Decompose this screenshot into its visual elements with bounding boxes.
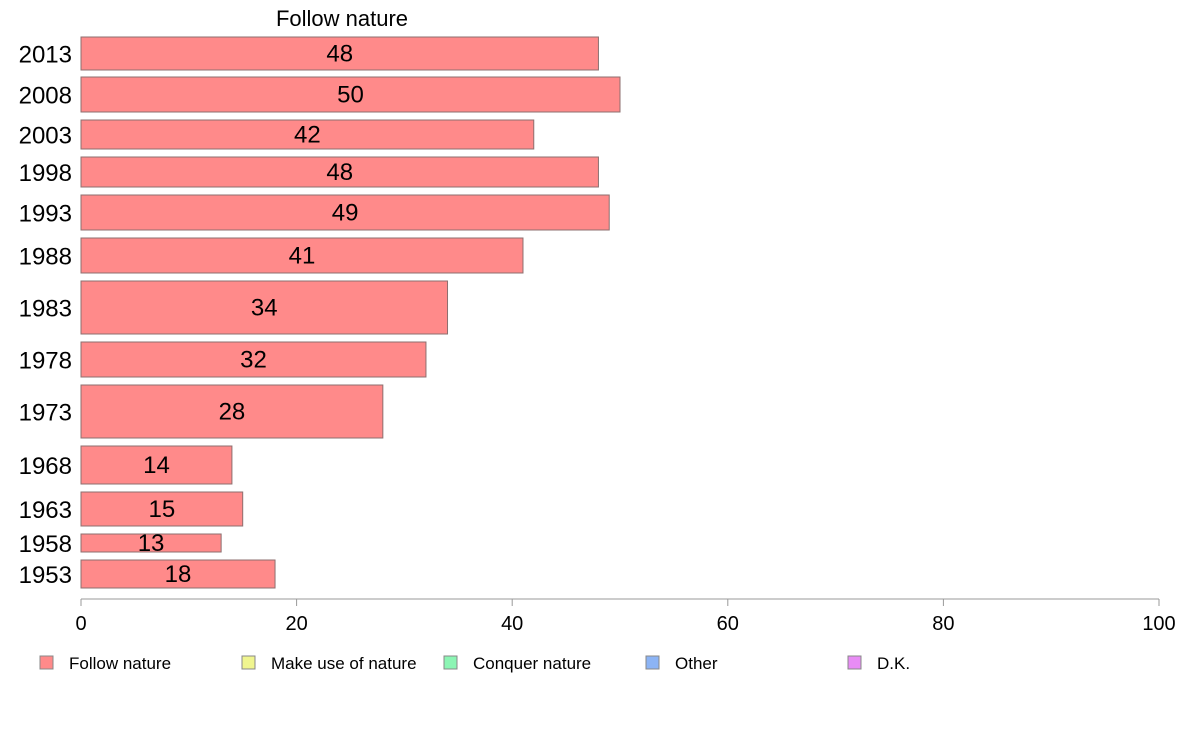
- category-label-1978: 1978: [19, 348, 72, 375]
- x-tick-label: 100: [1142, 613, 1175, 635]
- category-label-1953: 1953: [19, 562, 72, 589]
- bar-value-label-1993: 49: [332, 200, 359, 227]
- bar-1983: [80, 280, 449, 335]
- category-label-2003: 2003: [19, 123, 72, 150]
- x-tick-label: 60: [717, 613, 739, 635]
- bar-value-label-1973: 28: [219, 399, 246, 426]
- bar-1988: [80, 237, 524, 274]
- bar-value-label-1953: 18: [165, 561, 192, 588]
- category-label-1968: 1968: [19, 453, 72, 480]
- legend-swatch: [847, 655, 862, 670]
- bar-1978: [80, 341, 427, 378]
- bar-value-label-1998: 48: [326, 159, 353, 186]
- bars-layer: 48 2013 50 2008 42 2003 48 1998 49 1993 41 1988 34 19…: [19, 36, 621, 589]
- legend: Follow nature Make use of nature Conquer n…: [39, 654, 910, 673]
- bar-value-label-1983: 34: [251, 295, 278, 322]
- bar-1963: [80, 491, 244, 527]
- x-tick-label: 0: [75, 613, 86, 635]
- category-label-1988: 1988: [19, 244, 72, 271]
- x-tick-label: 80: [932, 613, 954, 635]
- legend-swatch: [241, 655, 256, 670]
- bar-value-label-2008: 50: [337, 82, 364, 109]
- legend-label: Other: [675, 654, 718, 673]
- category-label-1973: 1973: [19, 400, 72, 427]
- bar-value-label-2003: 42: [294, 122, 321, 149]
- bar-value-label-2013: 48: [326, 41, 353, 68]
- bar-value-label-1988: 41: [289, 243, 316, 270]
- legend-label: D.K.: [877, 654, 910, 673]
- bar-value-label-1978: 32: [240, 347, 267, 374]
- bar-1968: [80, 445, 233, 485]
- x-axis: 0 20 40 60 80 100: [75, 598, 1176, 635]
- legend-swatch: [443, 655, 458, 670]
- bar-1953: [80, 559, 276, 589]
- category-label-1963: 1963: [19, 497, 72, 524]
- bar-value-label-1963: 15: [148, 496, 175, 523]
- bar-1998: [80, 156, 599, 188]
- bar-1993: [80, 194, 610, 231]
- bar-2003: [80, 119, 535, 150]
- category-label-2013: 2013: [19, 42, 72, 69]
- bar-value-label-1958: 13: [138, 530, 165, 557]
- legend-swatch: [39, 655, 54, 670]
- x-tick-label: 40: [501, 613, 523, 635]
- category-label-2008: 2008: [19, 83, 72, 110]
- legend-swatch: [645, 655, 660, 670]
- chart-title: Follow nature: [276, 6, 408, 31]
- bar-1973: [80, 384, 384, 439]
- bar-2008: [80, 76, 621, 113]
- x-tick-label: 20: [285, 613, 307, 635]
- category-label-1958: 1958: [19, 531, 72, 558]
- category-label-1983: 1983: [19, 296, 72, 323]
- legend-label: Conquer nature: [473, 654, 591, 673]
- category-label-1993: 1993: [19, 201, 72, 228]
- bar-2013: [80, 36, 599, 71]
- category-label-1998: 1998: [19, 160, 72, 187]
- bar-value-label-1968: 14: [143, 452, 170, 479]
- bar-1958: [80, 533, 222, 553]
- legend-label: Make use of nature: [271, 654, 417, 673]
- legend-label: Follow nature: [69, 654, 171, 673]
